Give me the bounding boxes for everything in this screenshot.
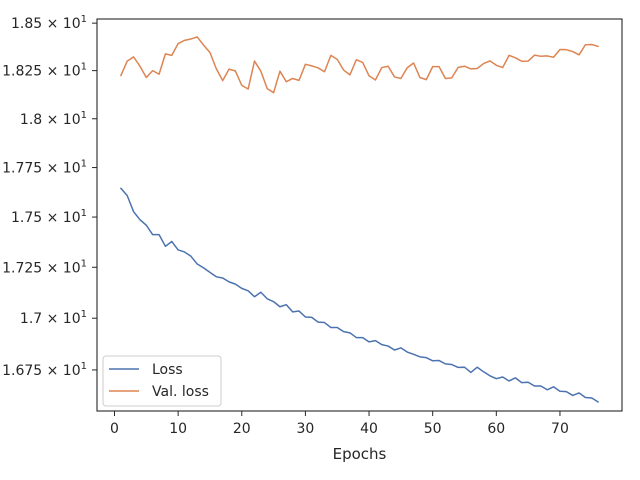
y-tick-label: 1.85 × 101 xyxy=(11,14,87,32)
legend-label: Loss xyxy=(152,362,183,378)
y-tick-label: 1.675 × 101 xyxy=(2,361,87,379)
x-tick-label: 40 xyxy=(360,421,378,437)
x-axis: 0 10 20 30 40 50 60 70 xyxy=(110,411,569,437)
x-axis-label: Epochs xyxy=(333,445,387,463)
legend: Loss Val. loss xyxy=(102,355,222,407)
y-tick-label: 1.7 × 101 xyxy=(20,309,87,327)
x-tick-label: 10 xyxy=(169,421,187,437)
y-tick-label: 1.775 × 101 xyxy=(2,159,87,177)
y-tick-label: 1.825 × 101 xyxy=(2,62,87,80)
legend-label: Val. loss xyxy=(152,384,209,400)
plot-frame xyxy=(96,18,623,412)
x-tick-label: 60 xyxy=(487,421,505,437)
y-tick-label: 1.725 × 101 xyxy=(2,258,87,276)
series-line-loss xyxy=(120,187,599,403)
x-tick-label: 0 xyxy=(110,421,119,437)
plot-lines xyxy=(120,36,599,403)
x-tick-label: 20 xyxy=(233,421,251,437)
x-tick-label: 50 xyxy=(424,421,442,437)
y-axis: 1.675 × 101 1.7 × 101 1.725 × 101 1.75 × 10… xyxy=(2,14,97,379)
x-tick-label: 30 xyxy=(296,421,314,437)
y-tick-label: 1.8 × 101 xyxy=(20,110,87,128)
series-line-val-loss xyxy=(120,36,599,94)
x-tick-label: 70 xyxy=(551,421,569,437)
y-tick-label: 1.75 × 101 xyxy=(11,208,87,226)
